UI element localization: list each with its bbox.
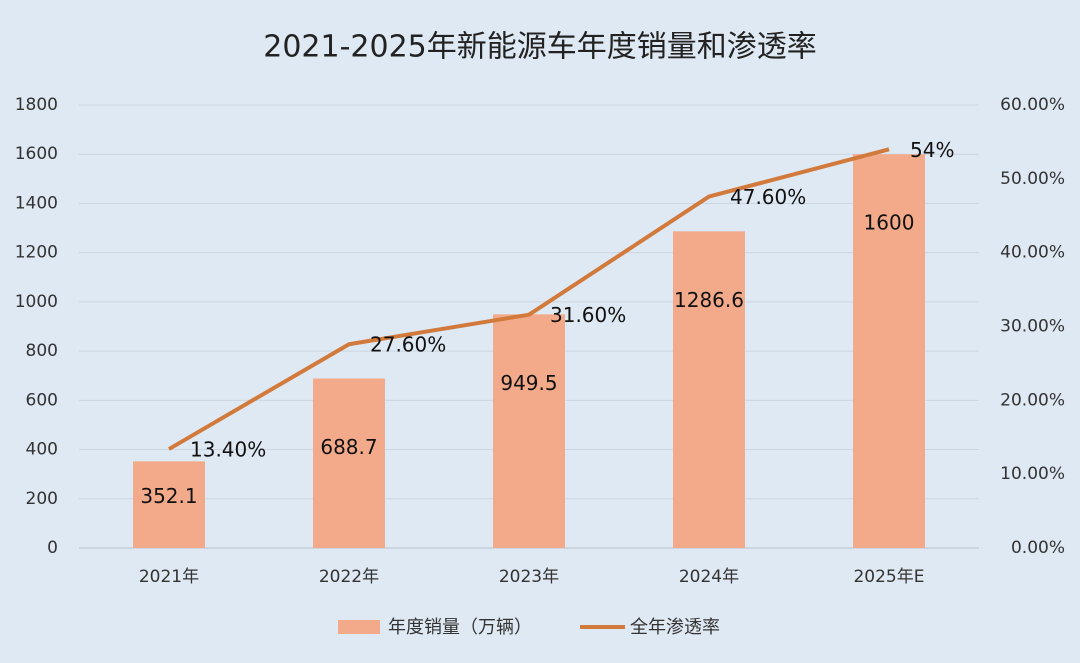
y-tick-label: 1600 (15, 144, 58, 164)
bar-value-label: 1286.6 (674, 288, 744, 312)
line (167, 147, 890, 451)
y-tick-label: 0 (47, 538, 58, 558)
line-value-label: 13.40% (190, 438, 266, 462)
line-value-label: 27.60% (370, 333, 446, 357)
legend-label: 年度销量（万辆） (388, 617, 532, 638)
bar (133, 461, 205, 548)
x-tick-label: 2021年 (139, 567, 199, 587)
line-value-label: 47.60% (730, 185, 806, 209)
bar-value-label: 688.7 (320, 435, 377, 459)
x-tick-label: 2023年 (499, 567, 559, 587)
y2-tick-label: 60.00% (1000, 95, 1065, 115)
x-tick-label: 2024年 (679, 567, 739, 587)
y-tick-label: 1800 (15, 95, 58, 115)
bar (853, 154, 925, 548)
y-tick-label: 1000 (15, 292, 58, 312)
y-tick-label: 800 (26, 341, 58, 361)
y2-tick-label: 20.00% (1000, 390, 1065, 410)
y2-tick-label: 10.00% (1000, 464, 1065, 484)
line-value-label: 31.60% (550, 303, 626, 327)
x-tick-label: 2025年E (853, 567, 924, 587)
legend-swatch (338, 620, 380, 634)
y-tick-label: 1200 (15, 243, 58, 263)
bar (493, 314, 565, 548)
bar-value-label: 352.1 (140, 484, 197, 508)
x-tick-label: 2022年 (319, 567, 379, 587)
bar-value-label: 949.5 (500, 371, 557, 395)
y2-tick-label: 40.00% (1000, 243, 1065, 263)
y2-tick-label: 30.00% (1000, 317, 1065, 337)
y2-tick-label: 0.00% (1011, 538, 1065, 558)
y-tick-label: 200 (26, 489, 58, 509)
y-tick-label: 600 (26, 390, 58, 410)
bar-value-label: 1600 (864, 211, 915, 235)
bar (673, 231, 745, 548)
legend-label: 全年渗透率 (630, 617, 720, 638)
bar (313, 378, 385, 548)
chart-title: 2021-2025年新能源车年度销量和渗透率 (263, 30, 817, 65)
y-tick-label: 1400 (15, 193, 58, 213)
y-tick-label: 400 (26, 440, 58, 460)
line-value-label: 54% (910, 138, 954, 162)
y2-tick-label: 50.00% (1000, 169, 1065, 189)
